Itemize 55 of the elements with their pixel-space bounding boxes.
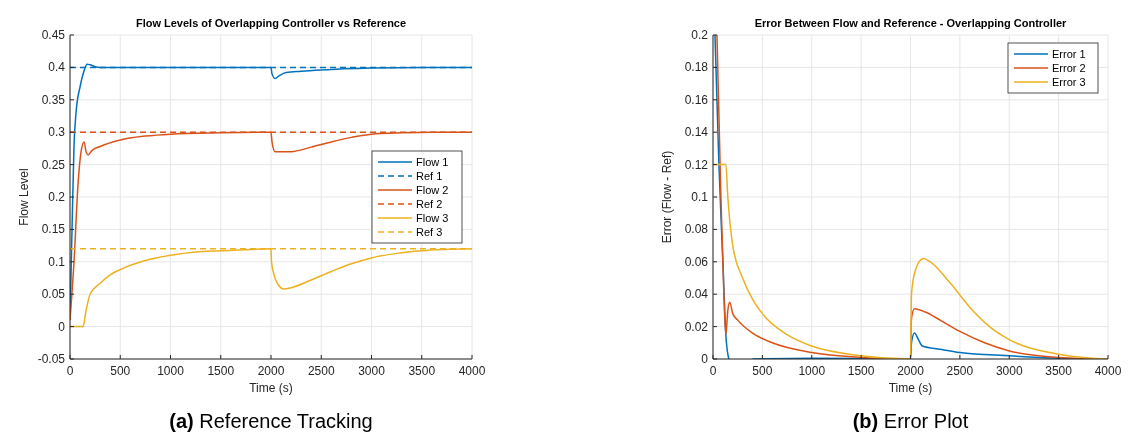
y-tick-label: 0.04 [684,287,709,302]
x-tick-label: 2000 [257,364,285,378]
text: (b) Error Plot [852,410,969,432]
x-tick-label: 2500 [307,364,335,378]
y-tick-label: 0.15 [41,222,66,237]
x-tick-label: 3000 [358,364,386,378]
x-tick-label: 3500 [408,364,436,378]
chart-title: Flow Levels of Overlapping Controller vs Reference [135,17,407,29]
legend-label: Ref 1 [416,170,443,182]
y-tick-label: 0.2 [48,190,66,204]
legend-label: Error 3 [1052,76,1086,88]
legend-label: Error 2 [1052,62,1086,74]
x-tick-label: 4000 [458,364,486,378]
y-axis-title: Flow Level [17,168,31,226]
legend-label: Flow 3 [416,212,449,224]
y-tick-label: -0.05 [37,352,66,366]
x-axis-title: Time (s) [888,381,933,395]
y-tick-label: 0.16 [684,92,709,107]
legend-label: Flow 1 [416,156,449,168]
y-tick-label: 0 [58,319,66,334]
y-tick-label: 0.12 [684,157,709,172]
y-tick-label: 0.1 [691,190,709,204]
text: (a) Reference Tracking [169,410,373,432]
chart-title: Error Between Flow and Reference - Overlapping Controller [754,17,1068,29]
legend-label: Error 1 [1052,48,1086,60]
y-tick-label: 0 [701,352,709,366]
legend-label: Flow 2 [416,184,449,196]
legend-label: Ref 3 [416,226,443,238]
y-tick-label: 0.35 [41,92,66,107]
x-tick-label: 500 [110,364,131,378]
x-tick-label: 2500 [946,364,974,378]
y-axis-title: Error (Flow - Ref) [660,150,674,244]
y-tick-label: 0.05 [41,287,66,302]
y-tick-label: 0.4 [48,60,66,75]
y-tick-label: 0.02 [684,319,709,334]
x-tick-label: 1000 [157,364,185,378]
legend-label: Ref 2 [416,198,443,210]
y-tick-label: 0.08 [684,222,709,237]
x-tick-label: 1500 [847,364,875,378]
x-tick-label: 2000 [897,364,925,378]
x-axis-title: Time (s) [249,381,293,395]
x-tick-label: 500 [752,364,773,378]
y-tick-label: 0.3 [48,125,66,140]
y-tick-label: 0.45 [41,28,66,42]
x-tick-label: 3500 [1045,364,1073,378]
y-tick-label: 0.1 [48,254,66,269]
y-tick-label: 0.14 [684,125,709,140]
x-tick-label: 1500 [207,364,235,378]
x-tick-label: 3000 [995,364,1023,378]
x-tick-label: 1000 [798,364,826,378]
y-tick-label: 0.2 [691,28,709,42]
y-tick-label: 0.06 [684,254,709,269]
y-tick-label: 0.25 [41,157,66,172]
x-tick-label: 4000 [1094,364,1122,378]
y-tick-label: 0.18 [684,60,709,75]
